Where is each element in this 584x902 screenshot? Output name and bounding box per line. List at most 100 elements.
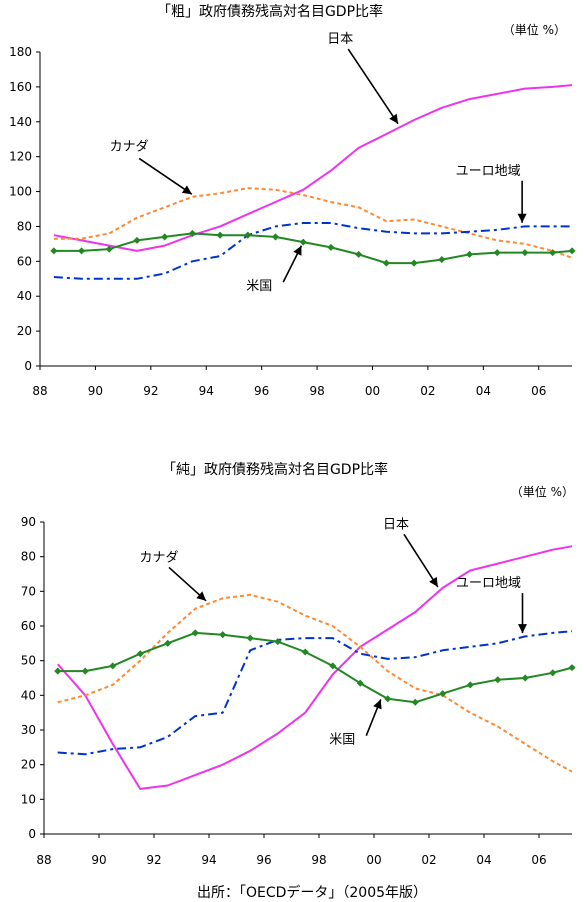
series-marker-米国 (549, 249, 557, 257)
x-tick-label: 92 (143, 384, 158, 398)
annotation-label: カナダ (110, 139, 149, 154)
annotation-label: ユーロ地域 (456, 576, 521, 591)
y-tick-label: 140 (9, 115, 32, 129)
series-marker-米国 (244, 231, 252, 239)
x-tick-label: 94 (199, 384, 214, 398)
series-marker-米国 (271, 233, 280, 241)
x-tick-label: 02 (421, 853, 436, 867)
series-marker-米国 (161, 233, 169, 241)
x-tick-label: 90 (91, 853, 106, 867)
source-note: 出所：「OECDデータ」（2005年版） (197, 884, 427, 900)
annotation-arrowhead (389, 113, 398, 124)
annotation-arrow (138, 157, 193, 195)
series-marker-米国 (105, 245, 113, 253)
series-line-ユーロ地域 (57, 630, 573, 756)
x-tick-label: 96 (256, 853, 271, 867)
series-line-カナダ (57, 593, 573, 773)
series-marker-米国 (133, 236, 141, 244)
x-tick-label: 96 (254, 384, 269, 398)
series-marker-米国 (568, 247, 576, 255)
annotation-label: 日本 (383, 517, 409, 532)
y-tick-label: 50 (21, 654, 36, 668)
series-line-カナダ (53, 187, 573, 259)
series-marker-米国 (216, 231, 224, 239)
series-marker-米国 (549, 669, 557, 677)
x-tick-label: 04 (476, 853, 491, 867)
x-tick-label: 98 (311, 853, 326, 867)
x-tick-label: 98 (309, 384, 324, 398)
y-tick-label: 40 (21, 688, 36, 702)
y-tick-label: 160 (9, 80, 32, 94)
x-tick-label: 06 (531, 384, 546, 398)
gross-debt-chart: 「粗」政府債務残高対名目GDP比率 （単位 %） 020406080100120… (9, 3, 576, 398)
series-line-日本 (53, 84, 573, 252)
x-tick-label: 02 (420, 384, 435, 398)
y-tick-label: 80 (21, 550, 36, 564)
y-tick-label: 80 (17, 219, 32, 233)
y-tick-label: 40 (17, 289, 32, 303)
series-marker-米国 (81, 667, 89, 675)
y-tick-label: 90 (21, 515, 36, 529)
series-marker-米国 (301, 648, 309, 656)
series-marker-米国 (299, 238, 307, 246)
series-marker-米国 (164, 639, 172, 647)
series-marker-米国 (384, 695, 392, 703)
series-marker-米国 (327, 243, 335, 251)
annotation-label: 米国 (246, 279, 272, 294)
series-marker-米国 (382, 259, 390, 267)
series-marker-米国 (109, 662, 117, 670)
y-tick-label: 100 (9, 185, 32, 199)
series-marker-米国 (411, 698, 419, 706)
series-marker-米国 (191, 629, 199, 637)
series-line-日本 (56, 545, 573, 790)
series-marker-米国 (465, 250, 474, 258)
unit-label: （単位 %） (503, 22, 566, 37)
series-line-米国 (57, 631, 573, 704)
annotation-arrowhead (373, 699, 382, 710)
chart-title: 「純」政府債務残高対名目GDP比率 (162, 461, 388, 478)
y-tick-label: 20 (21, 758, 36, 772)
annotation-arrowhead (293, 245, 302, 256)
annotation-arrowhead (181, 185, 192, 195)
series-marker-米国 (494, 676, 502, 684)
series-marker-米国 (410, 259, 418, 267)
series-marker-米国 (54, 667, 62, 675)
annotation-arrowhead (196, 591, 207, 601)
annotation-arrowhead (518, 624, 527, 634)
annotation-arrow (403, 533, 439, 588)
series-marker-米国 (521, 674, 529, 682)
annotation-label: ユーロ地域 (456, 164, 521, 179)
series-marker-米国 (355, 250, 363, 258)
series-marker-米国 (246, 634, 254, 642)
annotation-label: 日本 (327, 32, 353, 47)
y-tick-label: 70 (21, 584, 36, 598)
x-tick-label: 90 (88, 384, 103, 398)
series-line-米国 (53, 232, 573, 265)
x-tick-label: 88 (32, 384, 47, 398)
y-tick-label: 180 (9, 45, 32, 59)
series-marker-米国 (356, 679, 364, 687)
series-marker-米国 (50, 247, 58, 255)
annotation-label: 米国 (329, 733, 355, 748)
annotation-arrowhead (429, 576, 438, 587)
y-tick-label: 20 (17, 324, 32, 338)
series-marker-米国 (493, 249, 501, 257)
x-tick-label: 94 (201, 853, 216, 867)
x-tick-label: 88 (36, 853, 51, 867)
series-marker-米国 (136, 650, 144, 658)
series-marker-米国 (188, 229, 196, 237)
series-marker-米国 (78, 247, 86, 255)
y-tick-label: 0 (28, 827, 36, 841)
y-tick-label: 120 (9, 150, 32, 164)
y-tick-label: 0 (24, 359, 32, 373)
y-tick-label: 60 (17, 254, 32, 268)
net-debt-chart: 「純」政府債務残高対名目GDP比率 （単位 %） 出所：「OECDデータ」（20… (21, 461, 576, 900)
x-tick-label: 92 (146, 853, 161, 867)
x-tick-label: 06 (531, 853, 546, 867)
y-tick-label: 60 (21, 619, 36, 633)
series-marker-米国 (219, 631, 227, 639)
series-marker-米国 (466, 681, 474, 689)
x-tick-label: 04 (476, 384, 491, 398)
chart-title: 「粗」政府債務残高対名目GDP比率 (157, 3, 383, 20)
